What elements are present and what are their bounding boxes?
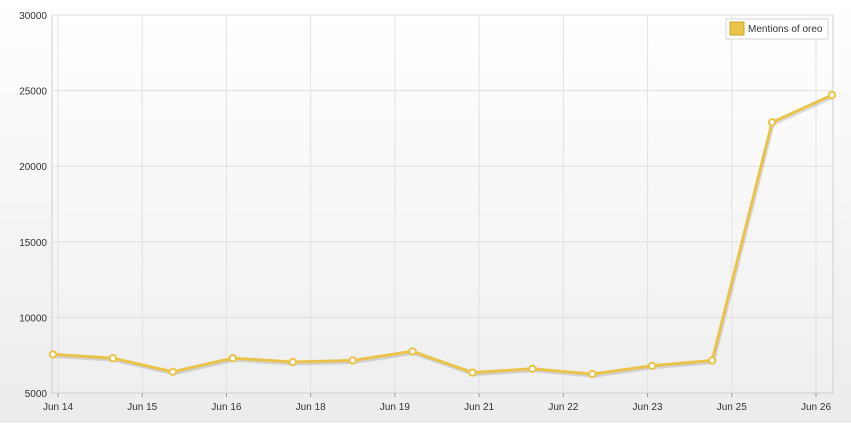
x-tick-label: Jun 21 (464, 402, 494, 413)
series-line (52, 93, 833, 376)
series-line-shadow (53, 95, 834, 378)
x-tick-label: Jun 15 (127, 402, 157, 413)
data-point (648, 361, 657, 370)
y-tick-label: 5000 (25, 389, 48, 400)
data-point (168, 367, 178, 377)
grid (52, 14, 833, 393)
data-point (588, 369, 597, 379)
legend-label: Mentions of oreo (748, 24, 823, 35)
x-tick-label: Jun 25 (717, 402, 747, 413)
y-tick-label: 25000 (19, 87, 47, 98)
data-point (288, 357, 297, 367)
y-tick-label: 10000 (19, 313, 47, 324)
data-point (468, 368, 477, 377)
legend-box (725, 18, 829, 40)
data-point (827, 90, 837, 100)
legend-swatch (729, 21, 745, 36)
data-point (48, 350, 58, 359)
data-point (348, 356, 357, 365)
legend: Mentions of oreo (725, 18, 829, 40)
data-point (707, 356, 717, 365)
plot-area (51, 14, 834, 394)
axes: 5000 10000 15000 20000 25000 30000 Jun 14 Jun 1… (19, 11, 831, 413)
y-tick-label: 20000 (19, 162, 47, 173)
x-tick-label: Jun 16 (211, 402, 241, 413)
data-point (767, 118, 777, 127)
data-point (108, 354, 118, 363)
x-tick-label: Jun 22 (548, 402, 578, 413)
x-tick-label: Jun 18 (296, 402, 326, 413)
x-tick-label: Jun 23 (633, 402, 663, 413)
data-point (408, 347, 417, 356)
data-point (528, 364, 537, 374)
y-tick-label: 15000 (19, 238, 47, 249)
y-tick-label: 30000 (19, 11, 47, 22)
data-point (228, 354, 237, 363)
x-tick-label: Jun 14 (43, 402, 73, 413)
x-tick-label: Jun 19 (380, 402, 410, 413)
x-tick-label: Jun 26 (801, 402, 831, 413)
series-layer (48, 90, 837, 379)
